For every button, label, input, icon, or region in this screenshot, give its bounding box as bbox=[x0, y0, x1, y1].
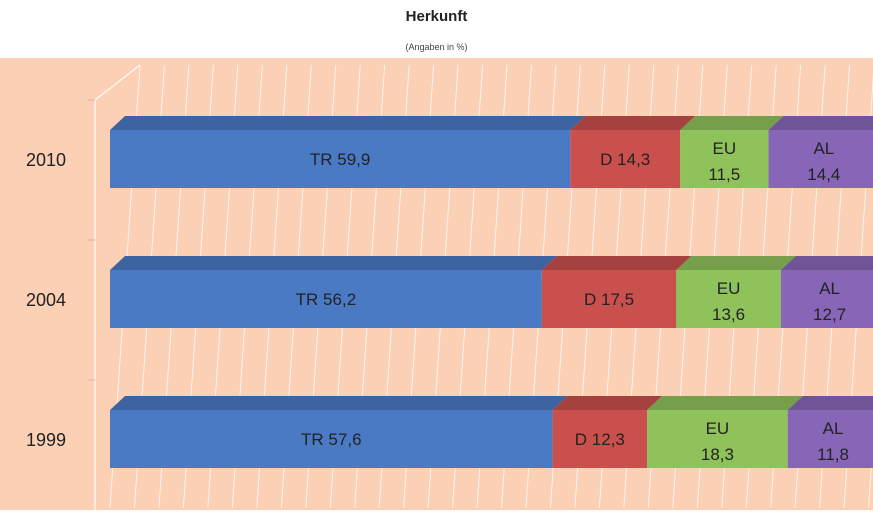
bar-segment bbox=[552, 410, 648, 468]
data-label-series: AL bbox=[819, 279, 840, 298]
bar-top-face bbox=[110, 256, 557, 270]
bar-segment bbox=[110, 130, 571, 188]
data-label-value: 11,5 bbox=[708, 165, 740, 184]
chart-subtitle: (Angaben in %) bbox=[405, 42, 468, 52]
bar-segment bbox=[570, 130, 681, 188]
bar-segment bbox=[110, 410, 553, 468]
bar-segment bbox=[647, 410, 788, 468]
data-label-series: AL bbox=[823, 419, 844, 438]
bar-segment bbox=[676, 270, 781, 328]
bar-top-face bbox=[647, 396, 803, 410]
data-label-value: 12,7 bbox=[813, 305, 846, 324]
y-tick-label: 2010 bbox=[26, 150, 66, 170]
data-label-series: EU bbox=[713, 139, 737, 158]
y-tick-label: 1999 bbox=[26, 430, 66, 450]
data-label: TR 57,6 bbox=[301, 430, 361, 449]
y-tick-label: 2004 bbox=[26, 290, 66, 310]
bar-top-face bbox=[570, 116, 696, 130]
data-label-series: EU bbox=[717, 279, 741, 298]
bar-top-face bbox=[680, 116, 784, 130]
data-label: D 14,3 bbox=[600, 150, 650, 169]
bar-segment bbox=[780, 270, 873, 328]
axis-top-edge bbox=[94, 64, 141, 101]
bar-top-face bbox=[552, 396, 663, 410]
data-label: TR 59,9 bbox=[310, 150, 370, 169]
bar-segment bbox=[787, 410, 873, 468]
bar-top-face bbox=[110, 116, 586, 130]
data-label-value: 14,4 bbox=[807, 165, 840, 184]
bar-segment bbox=[110, 270, 542, 328]
data-label-value: 11,8 bbox=[817, 445, 849, 464]
bar-top-face bbox=[541, 256, 692, 270]
bar-top-face bbox=[676, 256, 796, 270]
data-label-series: AL bbox=[813, 139, 834, 158]
bar-top-face bbox=[780, 256, 873, 270]
bar-top-face bbox=[110, 396, 568, 410]
bar-top-face bbox=[768, 116, 873, 130]
bar-segment bbox=[541, 270, 677, 328]
chart-title: Herkunft bbox=[405, 8, 468, 25]
data-label-series: EU bbox=[706, 419, 730, 438]
data-label: D 12,3 bbox=[575, 430, 625, 449]
bar-segment bbox=[768, 130, 873, 188]
data-label-value: 18,3 bbox=[701, 445, 734, 464]
data-label: TR 56,2 bbox=[296, 290, 356, 309]
data-label: D 17,5 bbox=[584, 290, 634, 309]
bar-top-face bbox=[787, 396, 873, 410]
data-label-value: 13,6 bbox=[712, 305, 745, 324]
bar-segment bbox=[680, 130, 769, 188]
